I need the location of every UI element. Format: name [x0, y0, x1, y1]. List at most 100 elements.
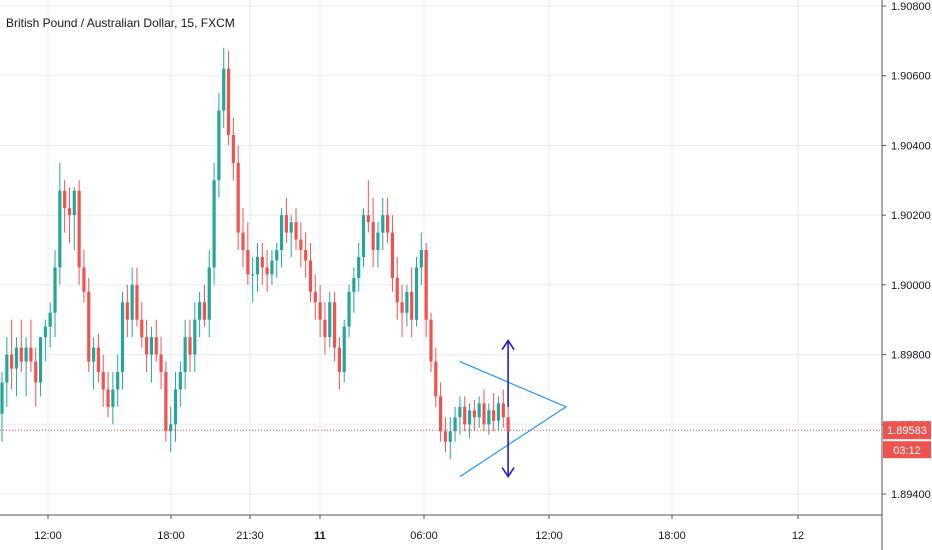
candle [164, 361, 168, 442]
candle-body [241, 232, 245, 250]
candle-body [67, 208, 72, 216]
candle [506, 406, 510, 435]
candle [482, 389, 486, 432]
candle-body [43, 326, 47, 338]
arrow-head [501, 339, 515, 351]
y-tick-label: 1.90800 [891, 1, 931, 13]
candle [183, 319, 187, 390]
candle-body [82, 267, 86, 292]
candle [251, 256, 255, 303]
candle-body [357, 256, 361, 278]
candle [390, 215, 395, 292]
candle [222, 47, 226, 128]
candle [159, 337, 163, 390]
candle-body [318, 302, 322, 320]
candle-body [120, 302, 125, 372]
x-tick-label: 18:00 [658, 530, 686, 542]
candle [38, 337, 43, 397]
candle [313, 274, 317, 320]
x-tick-label: 18:00 [157, 530, 185, 542]
candle-body [439, 396, 443, 432]
candle [111, 372, 115, 425]
candle [255, 243, 260, 292]
candle [14, 337, 19, 397]
candle-body [501, 403, 505, 418]
candle [260, 243, 264, 285]
candle-body [472, 410, 476, 418]
candle-body [140, 319, 144, 338]
candle [193, 302, 197, 372]
candle [434, 347, 438, 407]
candle-body [72, 190, 76, 216]
candle [395, 256, 399, 320]
x-tick-label: 12 [792, 530, 804, 542]
candle [91, 337, 96, 390]
candle-body [19, 347, 23, 362]
candle-body [496, 403, 501, 421]
candle [304, 232, 308, 278]
countdown-label: 03:12 [893, 445, 921, 457]
candle-body [135, 284, 139, 320]
candle [443, 417, 448, 453]
candle-body [178, 372, 182, 390]
candle-body [226, 68, 231, 135]
candle-body [275, 250, 279, 261]
candle [154, 319, 158, 362]
candle [501, 389, 505, 428]
candle [10, 319, 14, 390]
candle [96, 333, 100, 383]
last-price-badge [883, 421, 931, 440]
candle [361, 208, 366, 268]
candle-body [376, 232, 380, 250]
candle [236, 145, 240, 250]
candle-body [386, 215, 390, 233]
candle [72, 187, 76, 250]
candle [0, 372, 4, 442]
y-tick-label: 1.90400 [891, 140, 931, 152]
candle [87, 277, 91, 372]
price-badges: 1.89583 03:12 [883, 421, 931, 459]
candle [178, 361, 182, 407]
candle [29, 319, 33, 372]
candle-body [116, 372, 120, 390]
x-tick-label: 21:30 [236, 530, 264, 542]
candle [371, 197, 375, 268]
candle [366, 180, 370, 233]
drawing-layer[interactable] [459, 339, 568, 479]
candle-body [352, 277, 356, 292]
arrow-head [501, 467, 515, 479]
candle [212, 162, 216, 285]
candle [24, 337, 28, 397]
candle-body [405, 291, 409, 313]
candle-body [347, 291, 351, 327]
candle-body [434, 361, 438, 397]
candle [284, 197, 288, 244]
candle-body [0, 382, 4, 414]
countdown-badge [883, 441, 931, 459]
candle-body [458, 406, 462, 418]
time-axis[interactable]: 12:00 18:00 21:30 11 06:00 12:00 18:00 12 [34, 515, 804, 542]
candle [241, 208, 245, 268]
x-tick-label: 12:00 [34, 530, 62, 542]
y-tick-label: 1.90200 [891, 210, 931, 222]
candle-body [164, 372, 168, 432]
y-tick-label: 1.89800 [891, 350, 931, 362]
candle [332, 291, 337, 362]
candle [125, 284, 129, 338]
candle [453, 406, 457, 442]
candle-body [14, 347, 19, 369]
x-tick-label: 06:00 [410, 530, 438, 542]
candle-body [477, 403, 481, 418]
candle-body [467, 410, 472, 425]
candle-body [87, 291, 91, 362]
candle-body [270, 260, 274, 275]
candle [492, 392, 496, 432]
candle [299, 222, 303, 268]
candle-body [159, 354, 163, 372]
candle [140, 302, 144, 348]
candle-body [106, 389, 110, 407]
candle [231, 117, 235, 181]
candle-body [284, 215, 288, 233]
candle-body [183, 337, 187, 372]
